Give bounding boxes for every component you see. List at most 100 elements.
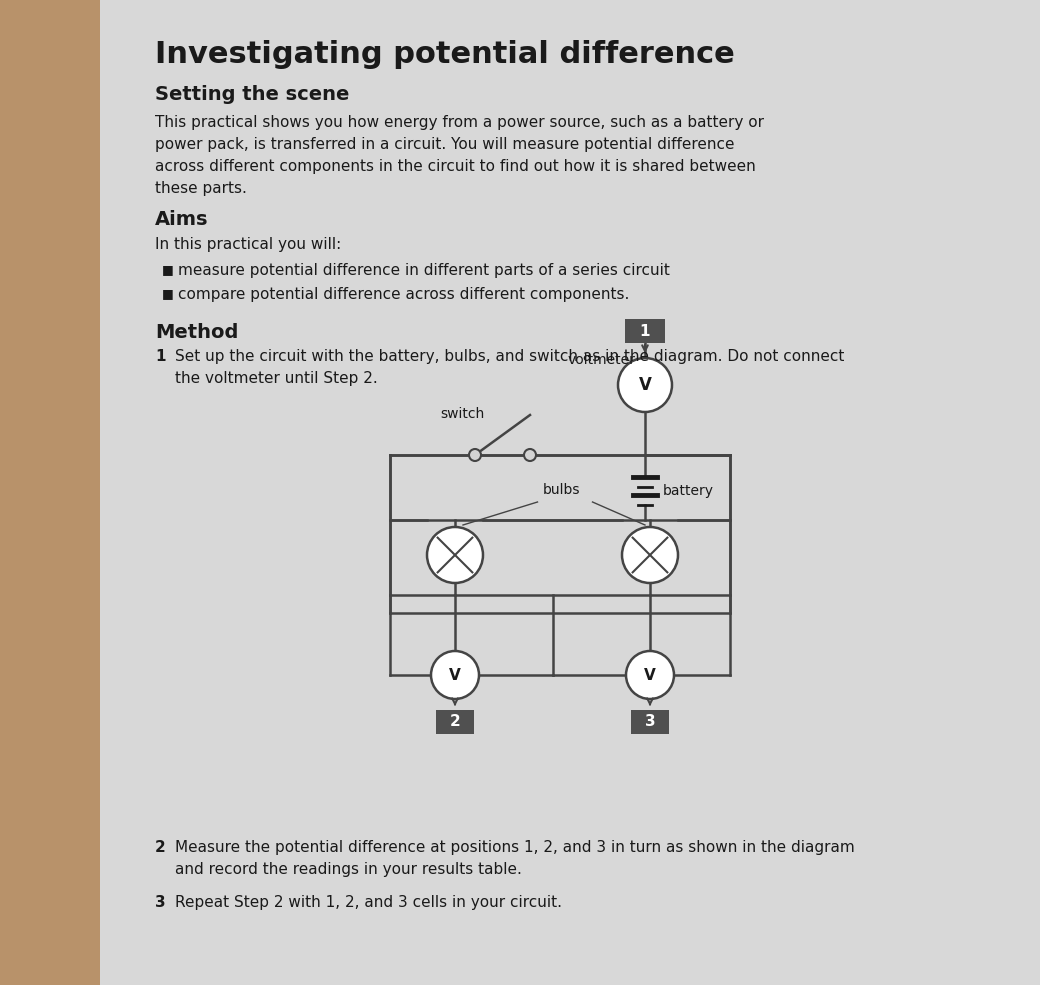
Bar — [110, 0, 112, 985]
Bar — [122, 0, 124, 985]
Bar — [154, 0, 156, 985]
Bar — [208, 0, 210, 985]
Text: voltmeter: voltmeter — [567, 353, 635, 367]
Bar — [260, 0, 262, 985]
Text: V: V — [449, 668, 461, 683]
Bar — [232, 0, 234, 985]
Text: This practical shows you how energy from a power source, such as a battery or: This practical shows you how energy from… — [155, 115, 764, 130]
Bar — [146, 0, 148, 985]
Text: Setting the scene: Setting the scene — [155, 85, 349, 104]
Text: 2: 2 — [449, 714, 461, 730]
Bar — [148, 0, 150, 985]
Bar — [268, 0, 270, 985]
Bar — [182, 0, 184, 985]
Bar — [264, 0, 266, 985]
Bar — [178, 0, 180, 985]
Bar — [118, 0, 120, 985]
Bar — [202, 0, 204, 985]
Bar — [242, 0, 244, 985]
Bar — [436, 710, 474, 734]
Text: 3: 3 — [155, 895, 165, 910]
Text: V: V — [644, 668, 656, 683]
Circle shape — [427, 527, 483, 583]
Text: the voltmeter until Step 2.: the voltmeter until Step 2. — [175, 371, 378, 386]
Bar — [120, 0, 122, 985]
Bar — [262, 0, 264, 985]
Text: ■: ■ — [162, 263, 174, 276]
Bar — [184, 0, 186, 985]
Bar — [164, 0, 166, 985]
Bar — [138, 0, 140, 985]
Bar — [252, 0, 254, 985]
Bar — [112, 0, 114, 985]
Text: Set up the circuit with the battery, bulbs, and switch as in the diagram. Do not: Set up the circuit with the battery, bul… — [175, 349, 844, 364]
Bar — [140, 0, 142, 985]
Circle shape — [524, 449, 536, 461]
Bar — [224, 0, 226, 985]
Text: 1: 1 — [640, 323, 650, 339]
Bar — [144, 0, 146, 985]
Bar — [168, 0, 170, 985]
Text: bulbs: bulbs — [543, 483, 580, 497]
Bar — [142, 0, 144, 985]
Bar — [254, 0, 256, 985]
Bar — [222, 0, 224, 985]
Bar — [170, 0, 172, 985]
Bar — [174, 0, 176, 985]
Bar — [192, 0, 194, 985]
Bar — [236, 0, 238, 985]
Bar — [210, 0, 212, 985]
Bar — [234, 0, 236, 985]
Bar — [220, 0, 222, 985]
Bar — [198, 0, 200, 985]
Bar — [166, 0, 168, 985]
Text: and record the readings in your results table.: and record the readings in your results … — [175, 862, 522, 877]
Bar — [190, 0, 192, 985]
Bar — [206, 0, 208, 985]
Bar — [132, 0, 134, 985]
Bar — [162, 0, 164, 985]
Bar — [258, 0, 260, 985]
Bar — [180, 0, 182, 985]
Text: Investigating potential difference: Investigating potential difference — [155, 40, 734, 69]
Bar — [176, 0, 178, 985]
Bar — [212, 0, 214, 985]
Bar — [266, 0, 268, 985]
Bar — [152, 0, 154, 985]
Bar — [226, 0, 228, 985]
Bar — [248, 0, 250, 985]
Text: 2: 2 — [155, 840, 165, 855]
Bar — [216, 0, 218, 985]
Text: 1: 1 — [155, 349, 165, 364]
Bar — [186, 0, 188, 985]
Circle shape — [622, 527, 678, 583]
Bar — [230, 0, 232, 985]
Circle shape — [469, 449, 480, 461]
Bar — [218, 0, 220, 985]
Text: 3: 3 — [645, 714, 655, 730]
Bar — [116, 0, 118, 985]
Bar — [196, 0, 198, 985]
Text: these parts.: these parts. — [155, 181, 246, 196]
Circle shape — [431, 651, 479, 699]
Bar — [240, 0, 242, 985]
Text: power pack, is transferred in a circuit. You will measure potential difference: power pack, is transferred in a circuit.… — [155, 137, 734, 152]
Bar — [188, 0, 190, 985]
Bar — [194, 0, 196, 985]
Text: ■: ■ — [162, 287, 174, 300]
Bar — [204, 0, 206, 985]
Circle shape — [618, 358, 672, 412]
Bar — [150, 0, 152, 985]
Text: Measure the potential difference at positions 1, 2, and 3 in turn as shown in th: Measure the potential difference at posi… — [175, 840, 855, 855]
Text: compare potential difference across different components.: compare potential difference across diff… — [178, 287, 629, 302]
Bar — [244, 0, 246, 985]
Text: measure potential difference in different parts of a series circuit: measure potential difference in differen… — [178, 263, 670, 278]
Bar — [126, 0, 128, 985]
Bar — [228, 0, 230, 985]
Bar — [128, 0, 130, 985]
Bar — [214, 0, 216, 985]
Text: Method: Method — [155, 323, 238, 342]
Bar — [172, 0, 174, 985]
Bar — [0, 0, 110, 985]
Text: V: V — [639, 376, 651, 394]
